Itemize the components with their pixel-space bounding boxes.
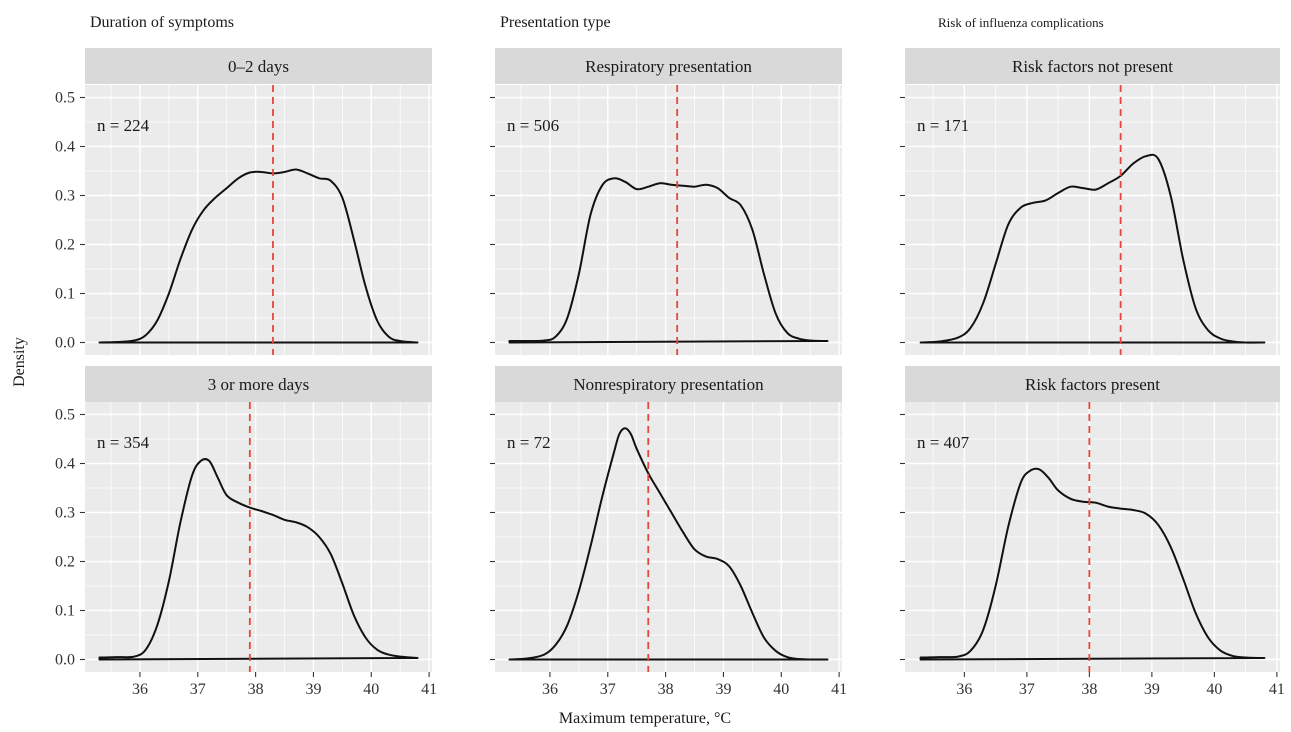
facet-strip (85, 366, 432, 402)
x-tick-label: 39 (715, 681, 731, 698)
facet-strip (905, 48, 1280, 84)
x-axis-title: Maximum temperature, °C (559, 710, 731, 727)
panel-6: Risk factors present 36 37 38 39 40 41 n = 407 (900, 366, 1285, 698)
x-tick-label: 37 (190, 681, 206, 698)
panel-1: 0–2 days 0.0 0.1 0.2 0.3 0.4 0.5 n = 224 (55, 48, 432, 355)
panel-5: Risk factors not present n = 171 (900, 48, 1280, 355)
x-tick-label: 36 (956, 681, 972, 698)
x-tick-label: 36 (132, 681, 148, 698)
x-tick-label: 40 (363, 681, 379, 698)
facet-strip (495, 366, 842, 402)
y-tick-label: 0.3 (55, 504, 75, 521)
x-tick-label: 41 (421, 681, 437, 698)
group-title-presentation: Presentation type (500, 14, 611, 31)
y-tick-label: 0.1 (55, 603, 75, 620)
x-tick-label: 41 (1269, 681, 1285, 698)
x-tick-label: 41 (831, 681, 847, 698)
facet-strip-label: Risk factors present (1025, 375, 1160, 394)
facet-strip-label: Risk factors not present (1012, 57, 1173, 76)
density-curve (508, 177, 829, 344)
facet-strip-label: Nonrespiratory presentation (573, 375, 764, 394)
y-axis-title: Density (11, 337, 28, 387)
y-tick-label: 0.5 (55, 406, 75, 423)
x-tick-label: 38 (658, 681, 674, 698)
sample-size-label: n = 72 (507, 433, 551, 452)
facet-strip (85, 48, 432, 84)
y-tick-label: 0.4 (55, 138, 75, 155)
facet-strip (495, 48, 842, 84)
x-tick-label: 40 (1206, 681, 1222, 698)
y-tick-label: 0.5 (55, 89, 75, 106)
density-curve (508, 427, 829, 661)
x-tick-label: 39 (305, 681, 321, 698)
sample-size-label: n = 224 (97, 116, 150, 135)
group-title-risk: Risk of influenza complications (938, 15, 1104, 30)
x-tick-label: 38 (1081, 681, 1097, 698)
sample-size-label: n = 171 (917, 116, 969, 135)
x-tick-label: 37 (600, 681, 616, 698)
density-curve (98, 168, 419, 344)
y-tick-label: 0.0 (55, 335, 75, 352)
y-tick-label: 0.4 (55, 455, 75, 472)
x-tick-label: 37 (1019, 681, 1035, 698)
density-curve (98, 458, 419, 661)
x-tick-label: 39 (1144, 681, 1160, 698)
density-curve (919, 467, 1266, 661)
y-tick-label: 0.1 (55, 286, 75, 303)
y-tick-label: 0.3 (55, 187, 75, 204)
facet-strip-label: Respiratory presentation (585, 57, 752, 76)
facet-strip (905, 366, 1280, 402)
panel-2: 3 or more days 0.0 0.1 0.2 0.3 0.4 0.5 36 37 38 39… (55, 366, 437, 698)
panel-3: Respiratory presentation n = 506 (490, 48, 842, 355)
panels-container: 0–2 days 0.0 0.1 0.2 0.3 0.4 0.5 n = 224 3 or mo… (55, 48, 1285, 698)
density-curve (919, 153, 1266, 344)
y-tick-label: 0.2 (55, 237, 75, 254)
group-title-duration: Duration of symptoms (90, 14, 234, 31)
y-tick-label: 0.0 (55, 652, 75, 669)
y-tick-label: 0.2 (55, 554, 75, 571)
panel-4: Nonrespiratory presentation 36 37 38 39 40 41 n… (490, 366, 847, 698)
x-tick-label: 40 (773, 681, 789, 698)
facet-strip-label: 3 or more days (208, 375, 310, 394)
sample-size-label: n = 407 (917, 433, 970, 452)
x-tick-label: 36 (542, 681, 558, 698)
x-tick-label: 38 (248, 681, 264, 698)
sample-size-label: n = 354 (97, 433, 150, 452)
sample-size-label: n = 506 (507, 116, 559, 135)
facet-strip-label: 0–2 days (228, 57, 289, 76)
